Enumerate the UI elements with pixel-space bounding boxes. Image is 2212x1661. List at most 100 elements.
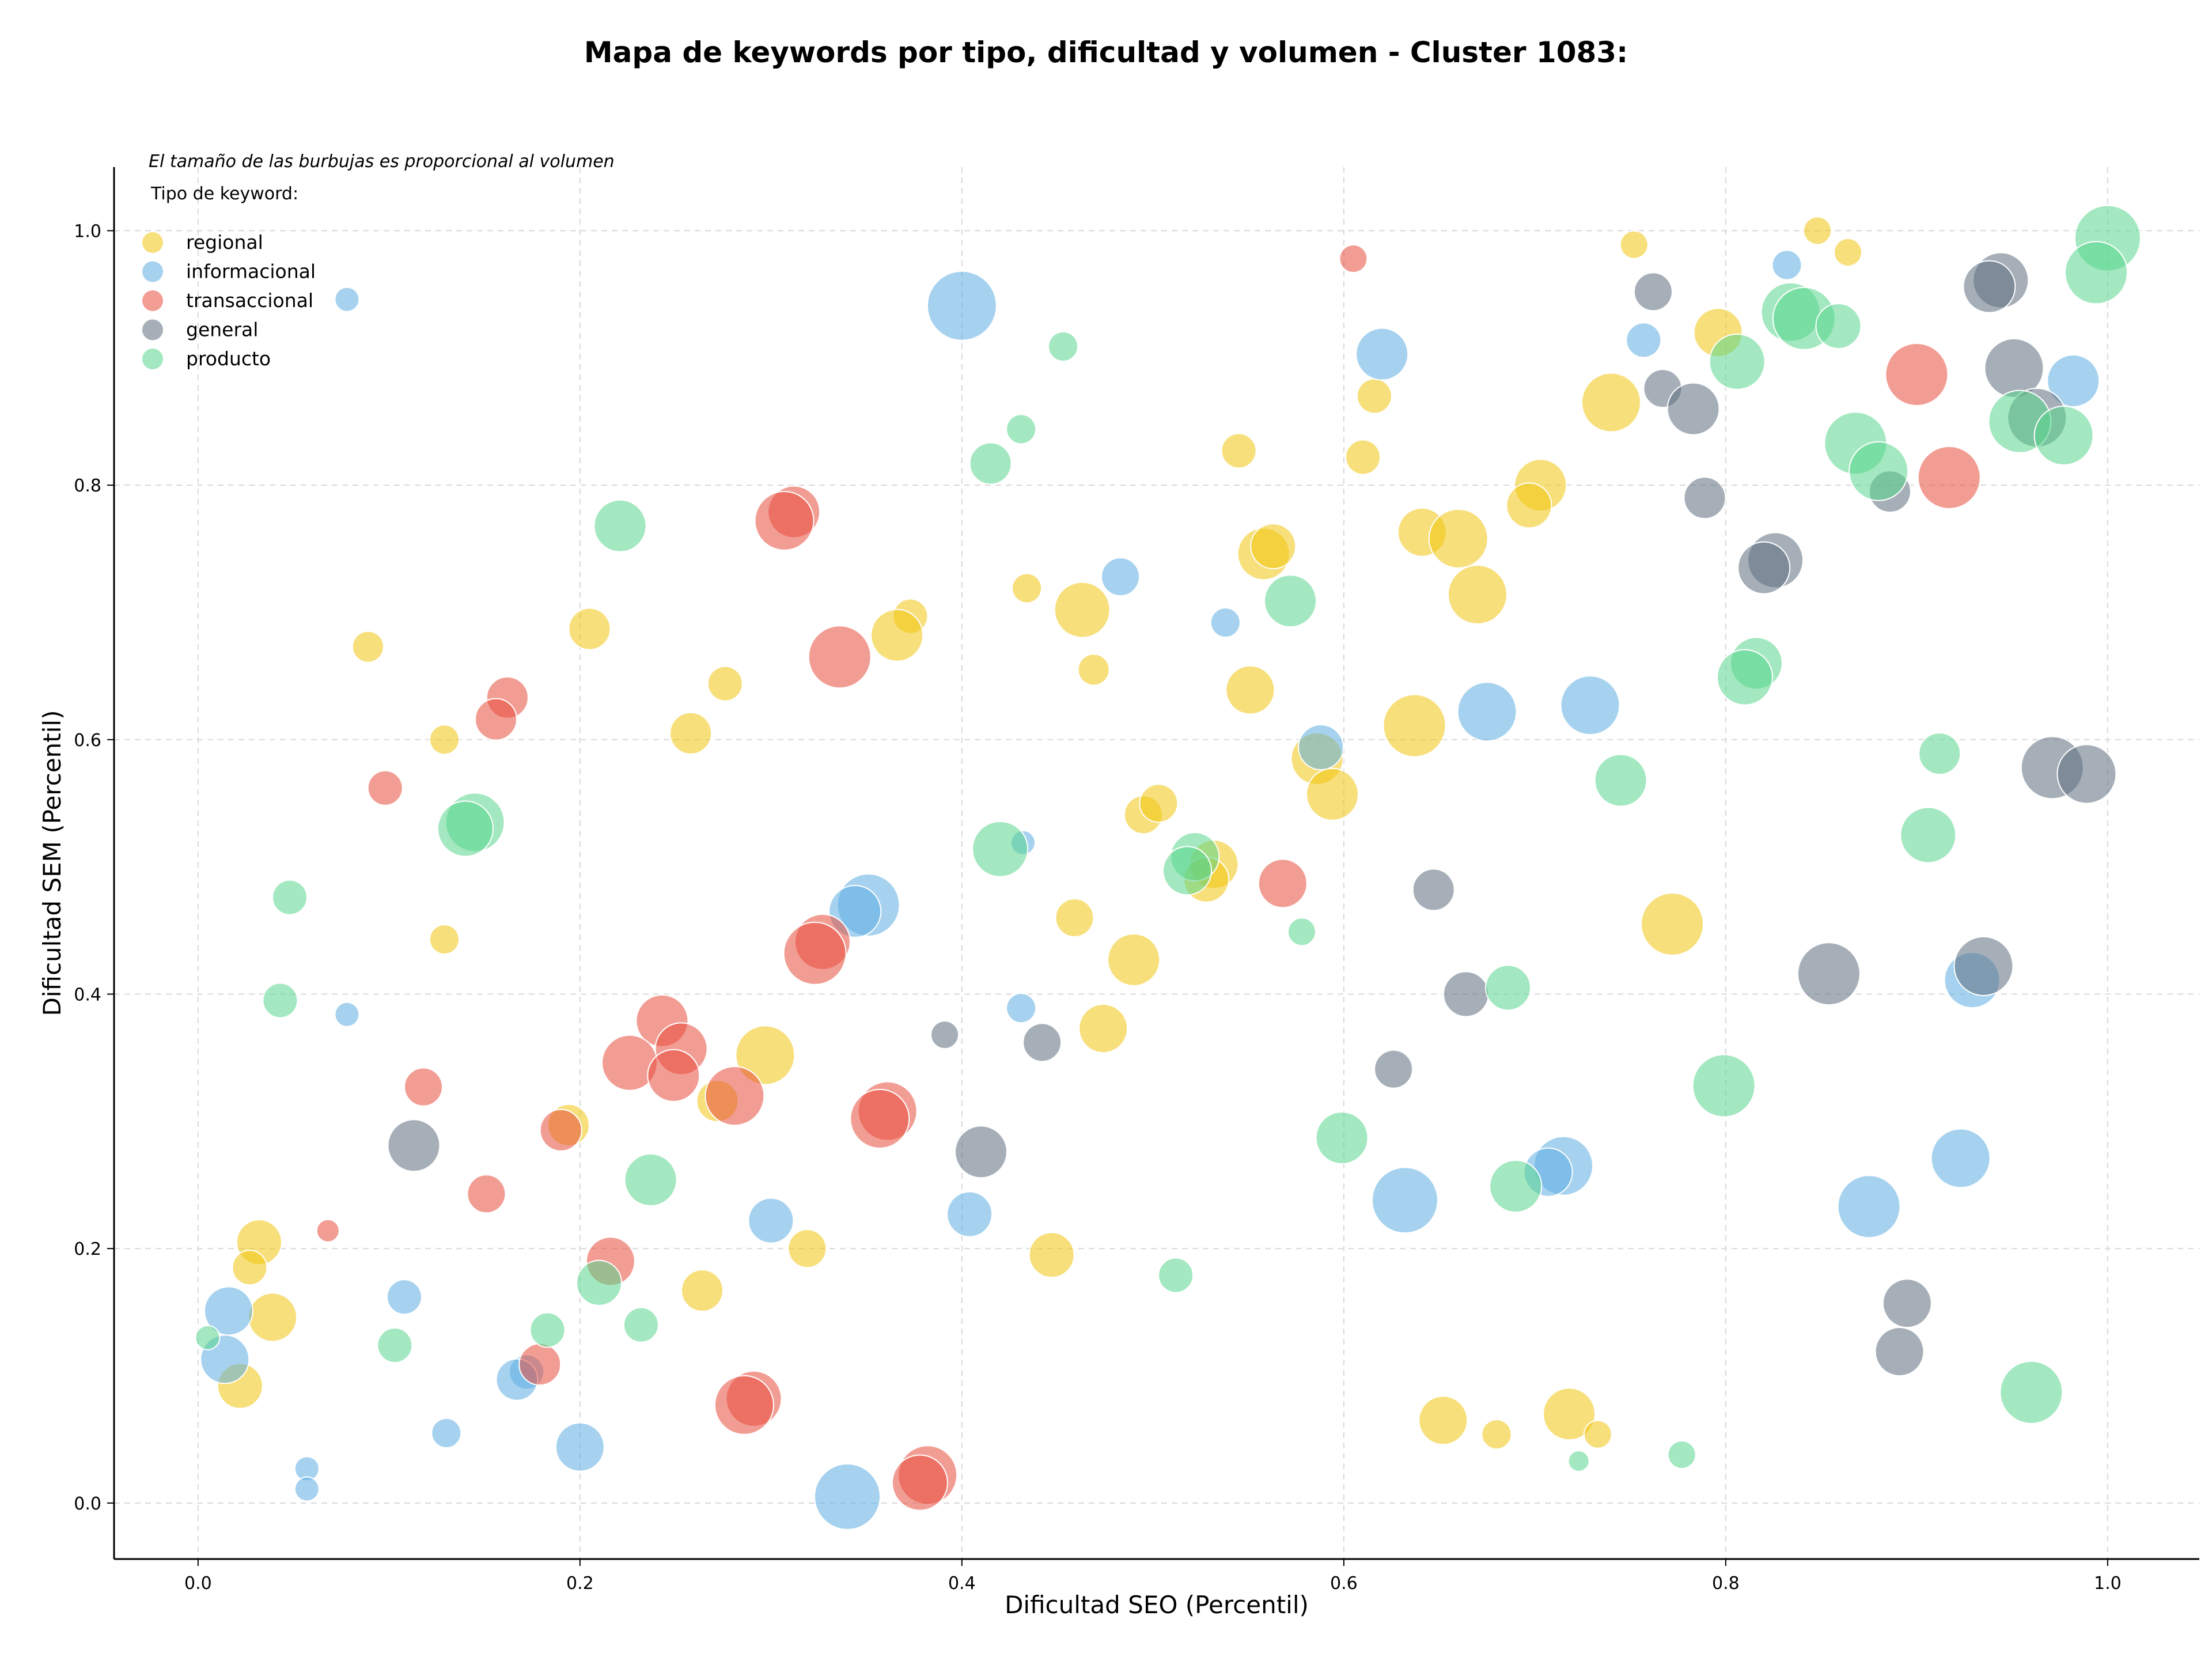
bubble-informacional [1560,675,1620,736]
bubble-general [1412,868,1455,911]
x-tick-label: 0.2 [566,1573,594,1594]
bubble-producto [1006,414,1037,445]
bubble-producto [2064,241,2128,305]
tick-layer: 0.0 0.2 0.4 0.6 0.8 1.0 0.0 0.2 0.4 0.6 0.8 1.0 [74,221,2121,1594]
bubble-producto [1162,846,1213,896]
bubble-regional [1077,653,1110,686]
bubble-regional [1107,933,1161,986]
bubble-regional [681,1269,724,1312]
bubble-informacional [1355,327,1409,381]
bubble-transaccional [704,1066,765,1126]
y-tick-label: 0.2 [74,1239,101,1259]
legend-marker-regional [142,232,163,253]
bubble-producto [1918,732,1961,775]
bubble-producto [969,442,1012,485]
bubble-general [1953,936,2014,996]
bubble-general [1874,1327,1925,1377]
x-tick-label: 1.0 [2094,1573,2122,1594]
bubble-informacional [1457,682,1517,742]
bubble-transaccional [316,1219,340,1243]
bubble-regional [1428,508,1488,569]
bubble-transaccional [891,1454,948,1511]
bubble-regional [429,724,460,755]
bubble-producto [576,1259,623,1306]
bubble-informacional [431,1417,462,1448]
bubble-informacional [813,1463,881,1530]
bubble-general [1374,1049,1414,1089]
bubble-regional [1028,1232,1075,1278]
bubble-transaccional [1339,244,1368,274]
bubble-general [1666,382,1720,436]
x-tick-label: 0.4 [948,1573,976,1594]
legend-label-general: general [186,319,258,341]
bubble-informacional [1298,724,1344,771]
bubble-regional [351,630,384,663]
bubble-regional [1802,216,1832,245]
bubble-regional [1481,1419,1512,1450]
bubble-regional [669,712,713,755]
legend-label-transaccional: transaccional [186,289,313,312]
bubble-producto [972,820,1029,877]
bubble-regional [1345,439,1381,475]
bubble-regional [1641,892,1705,956]
bubble-regional [1834,237,1863,267]
bubble-regional [1078,1004,1128,1054]
bubble-informacional [1771,249,1802,281]
bubble-regional [1619,230,1649,259]
bubble-transaccional [1257,858,1308,909]
bubble-producto [1264,574,1317,628]
bubble-regional [1054,581,1111,638]
bubble-informacional [386,1279,422,1315]
legend-label-producto: producto [186,347,271,370]
bubble-informacional [294,1476,320,1502]
bubble-producto [195,1325,221,1350]
bubble-transaccional [1917,445,1981,509]
bubble-transaccional [539,1108,582,1152]
bubble-general [1797,942,1861,1006]
bubble-layer [195,205,2141,1530]
bubble-producto [623,1307,659,1343]
bubble-general [1443,971,1490,1017]
bubble-producto [1709,333,1766,390]
y-tick-label: 0.6 [74,731,101,751]
bubble-producto [1315,1111,1369,1165]
bubble-general [387,1119,441,1172]
bubble-producto [2033,405,2094,466]
bubble-producto [1048,331,1079,362]
x-tick-label: 0.0 [184,1573,212,1594]
bubble-general [1633,272,1673,312]
y-tick-label: 1.0 [74,221,101,241]
bubble-general [1882,1278,1932,1329]
bubble-informacional [2047,354,2100,408]
x-tick-label: 0.6 [1330,1573,1358,1594]
bubble-regional [1583,1420,1612,1449]
bubble-producto [1815,303,1862,350]
bubble-informacional [1930,1128,1991,1189]
legend-marker-transaccional [142,290,163,311]
bubble-informacional [748,1197,794,1244]
bubble-producto [1667,1440,1696,1469]
bubble-producto [1489,1159,1543,1213]
bubble-transaccional [647,1049,700,1102]
bubble-regional [1139,784,1179,823]
bubble-producto [1594,754,1647,807]
bubble-regional [1055,898,1094,937]
bubble-regional [248,1292,298,1342]
bubble-size-note: El tamaño de las burbujas es proporciona… [149,152,615,172]
legend-title: Tipo de keyword: [150,184,298,204]
bubble-producto [1158,1257,1194,1293]
bubble-producto [1567,1450,1590,1472]
bubble-informacional [1837,1175,1901,1239]
bubble-regional [787,1229,827,1269]
bubble-informacional [1210,607,1241,638]
bubble-regional [1581,372,1641,433]
bubble-informacional [1101,557,1141,597]
bubble-transaccional [783,921,847,985]
grid-layer [114,167,2199,1559]
bubble-regional [707,665,743,702]
bubble-informacional [926,270,997,341]
bubble-general [2056,744,2117,804]
bubble-transaccional [808,625,872,689]
bubble-producto [1900,807,1957,864]
bubble-regional [1543,1387,1596,1441]
